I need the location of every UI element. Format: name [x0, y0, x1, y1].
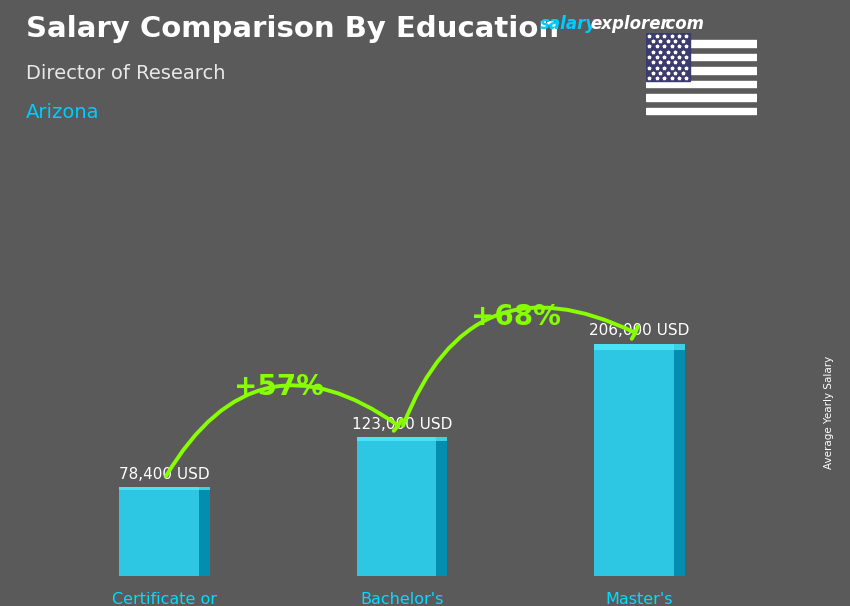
Bar — [646, 108, 756, 115]
Text: 123,000 USD: 123,000 USD — [352, 417, 452, 431]
Bar — [594, 344, 684, 350]
Text: explorer: explorer — [591, 15, 670, 33]
Text: .com: .com — [659, 15, 704, 33]
Text: 78,400 USD: 78,400 USD — [119, 467, 210, 482]
Bar — [646, 33, 690, 81]
Bar — [674, 344, 684, 576]
Bar — [646, 53, 756, 61]
Text: 206,000 USD: 206,000 USD — [589, 323, 689, 338]
Text: Average Yearly Salary: Average Yearly Salary — [824, 356, 834, 468]
Text: Arizona: Arizona — [26, 103, 99, 122]
Text: Director of Research: Director of Research — [26, 64, 225, 82]
Bar — [436, 438, 447, 576]
Bar — [199, 487, 210, 576]
Bar — [357, 438, 447, 576]
Text: +68%: +68% — [471, 303, 561, 331]
Bar — [120, 487, 210, 576]
Text: Salary Comparison By Education: Salary Comparison By Education — [26, 15, 558, 43]
Bar — [120, 487, 210, 490]
Bar — [357, 438, 447, 441]
Text: salary: salary — [540, 15, 597, 33]
Bar — [646, 67, 756, 74]
Bar — [646, 94, 756, 101]
Bar — [646, 40, 756, 47]
Bar — [594, 344, 684, 576]
Bar — [646, 81, 756, 87]
Text: +57%: +57% — [234, 373, 324, 401]
